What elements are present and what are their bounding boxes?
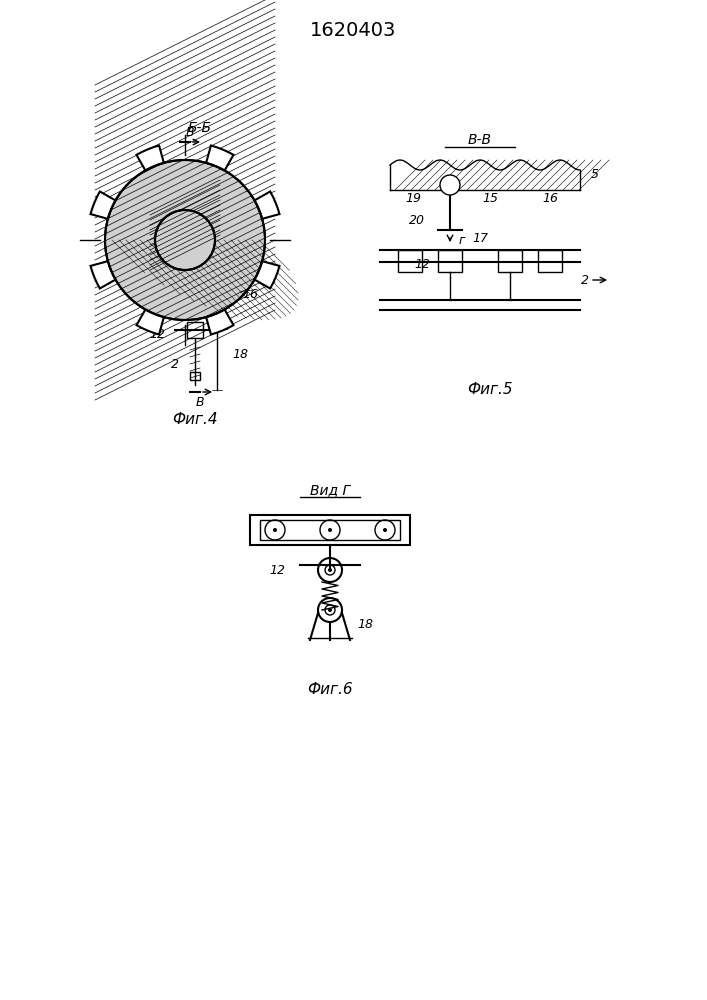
Polygon shape [255,192,279,219]
Text: Фиг.5: Фиг.5 [467,382,513,397]
Text: 16: 16 [242,288,258,302]
Text: 5: 5 [591,168,599,182]
Circle shape [105,160,265,320]
Text: г: г [459,233,465,246]
Polygon shape [90,192,115,219]
Polygon shape [206,145,233,170]
Polygon shape [255,261,279,288]
Text: Фиг.4: Фиг.4 [173,412,218,428]
Bar [438,250,462,272]
Bar [538,250,562,272]
Text: 18: 18 [232,349,248,361]
Text: В-В: В-В [468,133,492,147]
Text: В: В [186,125,194,138]
Text: Б-Б: Б-Б [188,121,212,135]
Polygon shape [136,310,164,335]
Text: 16: 16 [542,192,558,205]
Text: 2: 2 [581,273,589,286]
Circle shape [328,568,332,572]
Text: 15: 15 [482,192,498,205]
Polygon shape [206,310,233,335]
Text: 18: 18 [357,618,373,632]
Circle shape [273,528,277,532]
Bar [398,250,422,272]
Text: 19: 19 [405,192,421,205]
Text: 2: 2 [171,359,179,371]
Text: 12: 12 [149,328,165,342]
Polygon shape [90,261,115,288]
Circle shape [328,608,332,612]
Text: 20: 20 [409,214,425,227]
Text: Фиг.6: Фиг.6 [307,682,353,698]
Text: 1620403: 1620403 [310,20,396,39]
Bar [250,515,410,545]
Bar [498,250,522,272]
Circle shape [155,210,215,270]
Bar [190,372,200,380]
Bar [187,322,203,338]
Circle shape [383,528,387,532]
Circle shape [328,528,332,532]
Text: В: В [196,395,204,408]
Text: 17: 17 [472,232,488,244]
Text: 17: 17 [217,320,233,334]
Text: 12: 12 [269,564,285,576]
Text: Вид Г: Вид Г [310,483,350,497]
Text: 12: 12 [414,258,430,271]
Polygon shape [136,145,164,170]
Bar [260,520,400,540]
Circle shape [440,175,460,195]
